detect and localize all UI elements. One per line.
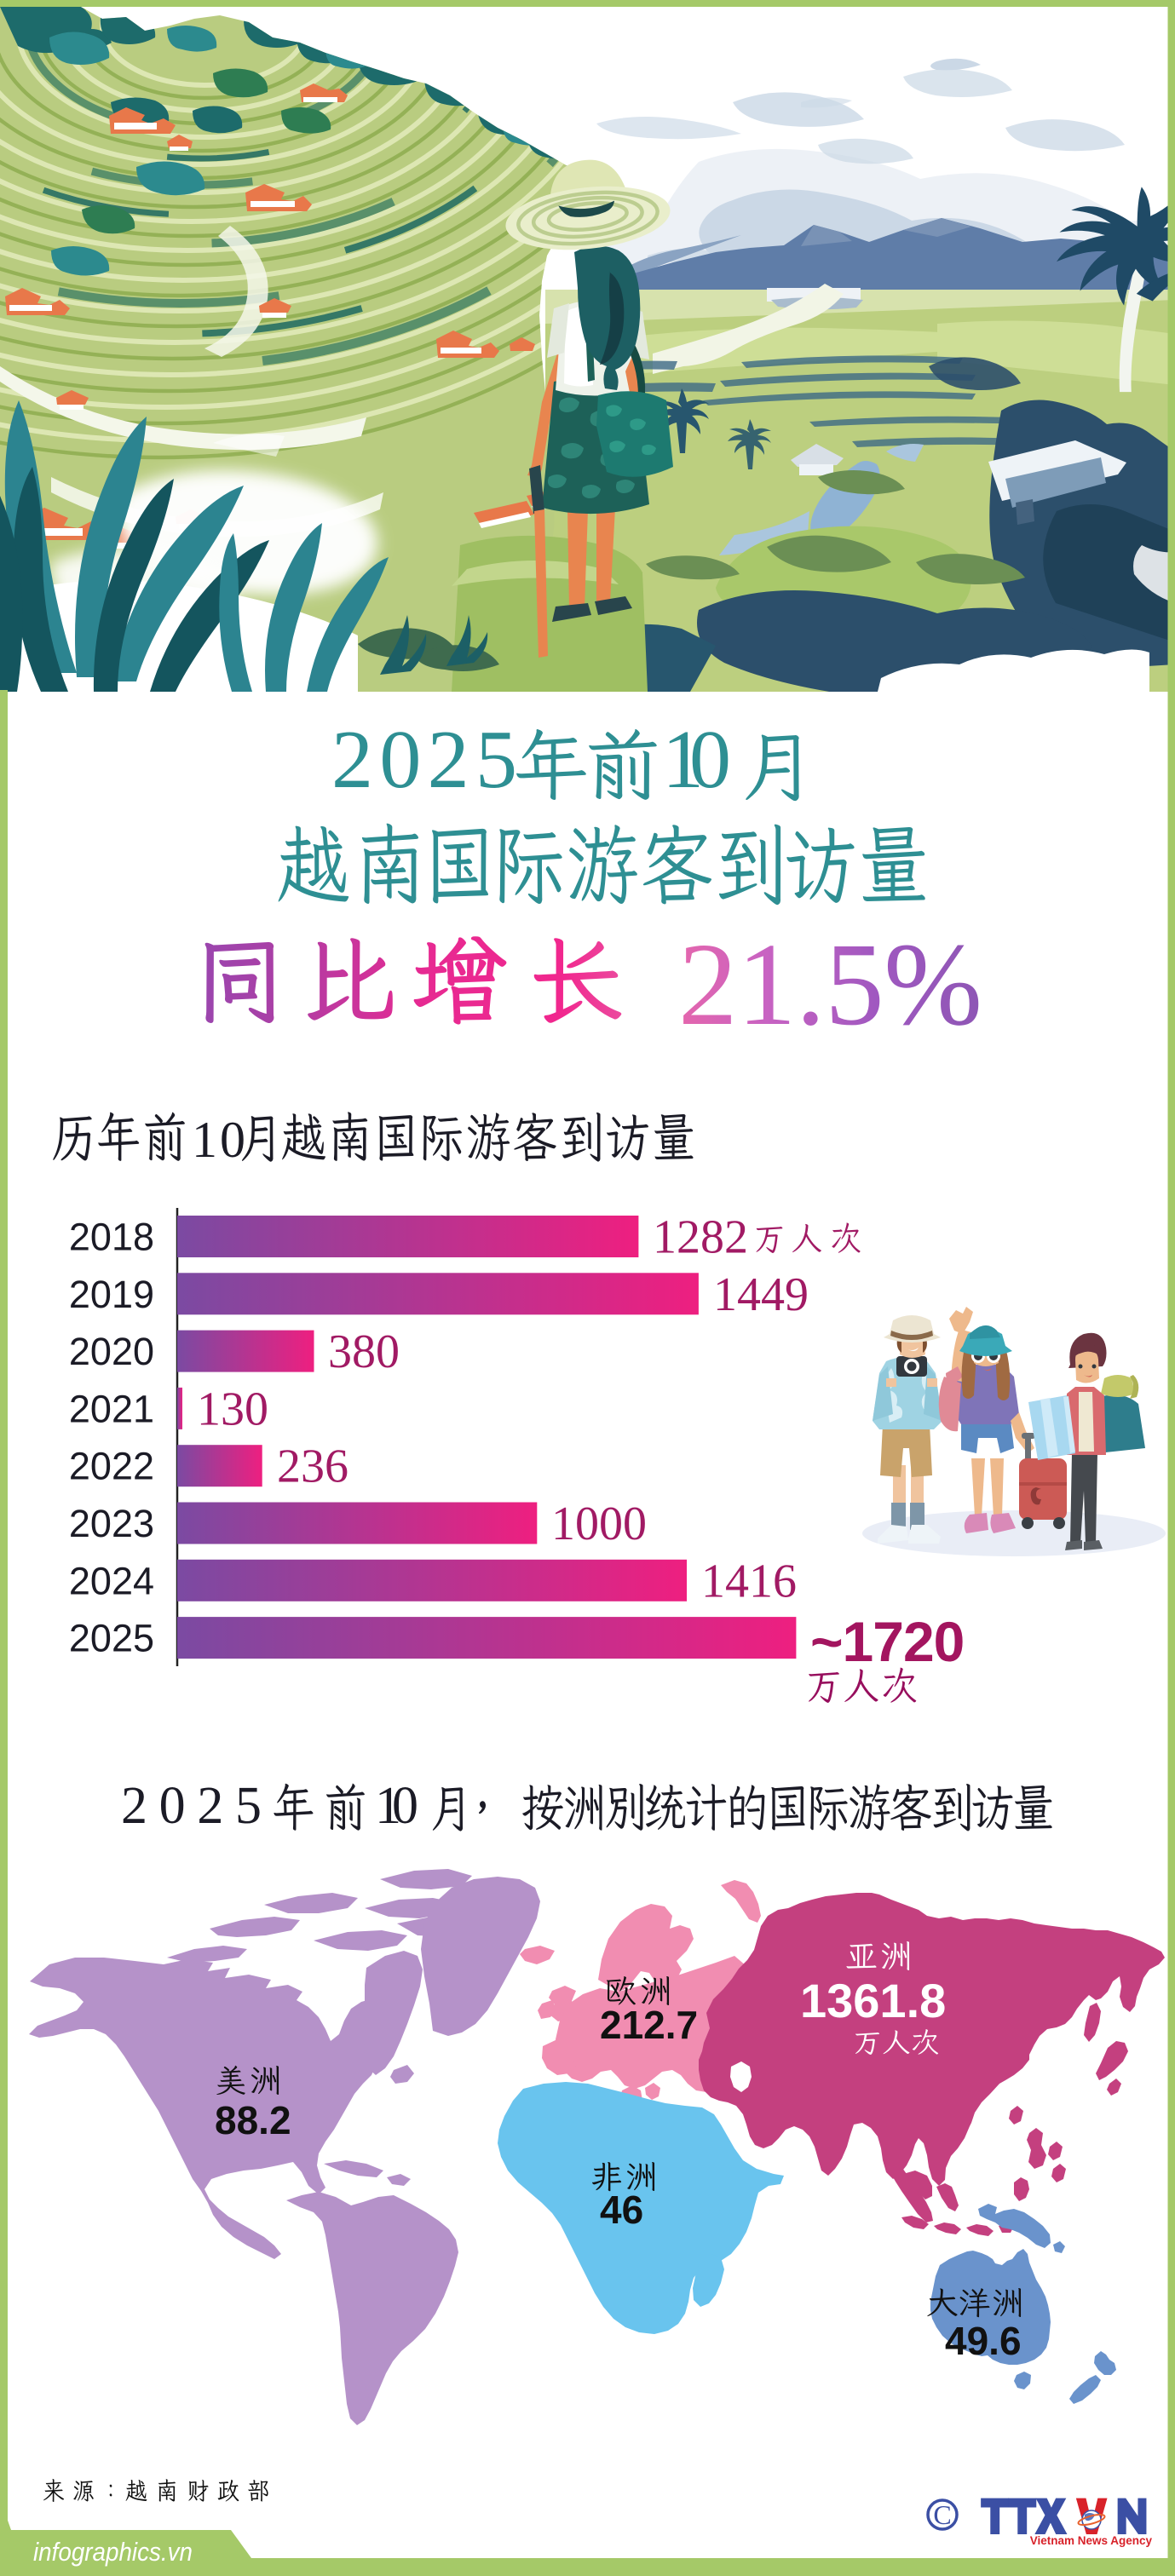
svg-text:2018: 2018: [69, 1216, 154, 1259]
svg-text:2020: 2020: [69, 1330, 154, 1373]
svg-text:10: 10: [375, 1777, 418, 1835]
svg-text:~1720: ~1720: [810, 1610, 964, 1673]
svg-text:10: 10: [662, 714, 731, 806]
svg-text:212.7: 212.7: [600, 2003, 698, 2047]
svg-text:1282: 1282: [653, 1211, 748, 1264]
svg-text:130: 130: [197, 1383, 268, 1435]
svg-text:2022: 2022: [69, 1445, 154, 1488]
svg-text:1416: 1416: [701, 1555, 797, 1607]
svg-text:2024: 2024: [69, 1559, 154, 1602]
svg-text:10: 10: [192, 1112, 245, 1168]
svg-text:Vietnam News Agency: Vietnam News Agency: [1030, 2534, 1153, 2547]
svg-text:2021: 2021: [69, 1387, 154, 1430]
svg-text:1361.8: 1361.8: [800, 1974, 946, 2027]
svg-text:236: 236: [277, 1440, 348, 1493]
svg-text:88.2: 88.2: [215, 2098, 291, 2142]
svg-text:1000: 1000: [551, 1498, 647, 1550]
svg-text:2025: 2025: [331, 714, 517, 806]
svg-text:1449: 1449: [713, 1268, 809, 1321]
svg-text:49.6: 49.6: [945, 2319, 1022, 2363]
svg-text:2023: 2023: [69, 1502, 154, 1545]
svg-text:2019: 2019: [69, 1273, 154, 1316]
svg-text:21.5%: 21.5%: [678, 919, 982, 1050]
svg-text:2025: 2025: [69, 1617, 154, 1660]
svg-text:C: C: [933, 2499, 951, 2530]
svg-text:380: 380: [328, 1325, 400, 1378]
svg-text:46: 46: [600, 2188, 643, 2232]
svg-text:infographics.vn: infographics.vn: [33, 2537, 193, 2567]
svg-text:2025: 2025: [121, 1777, 262, 1835]
